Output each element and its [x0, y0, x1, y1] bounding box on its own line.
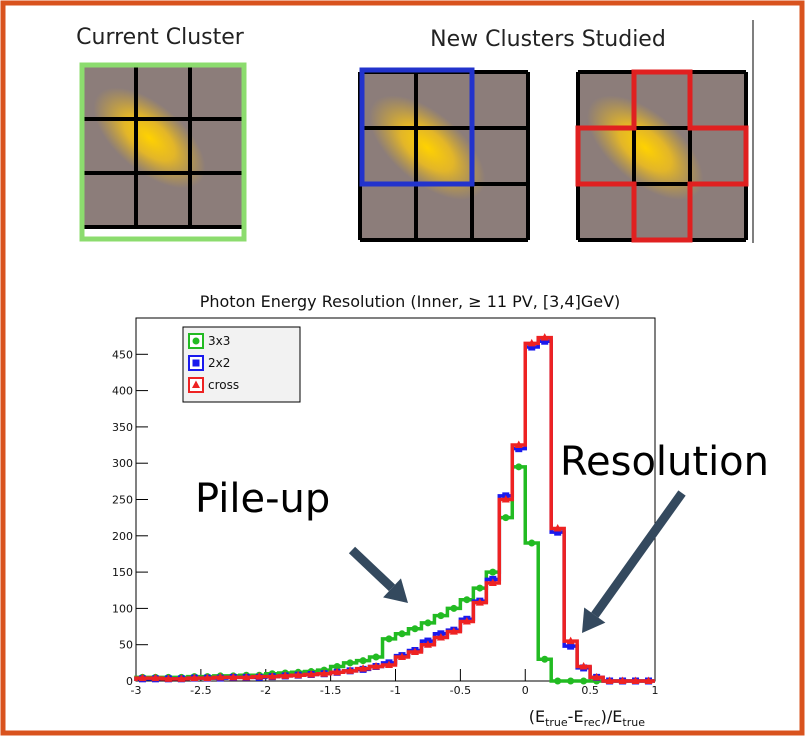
- marker: [463, 596, 470, 603]
- x-tick-label: -2.5: [190, 684, 211, 697]
- legend-label: 3x3: [208, 334, 230, 348]
- x-axis-label-part: true: [545, 716, 568, 729]
- marker: [541, 656, 548, 663]
- x-axis-label-part: rec: [584, 716, 601, 729]
- x-tick-label: -1: [390, 684, 401, 697]
- marker: [411, 625, 418, 632]
- y-tick-label: 50: [119, 639, 133, 652]
- marker: [373, 654, 380, 661]
- legend-marker: [193, 360, 200, 367]
- marker: [347, 659, 354, 666]
- marker: [502, 514, 509, 521]
- y-tick-label: 300: [112, 457, 133, 470]
- x-tick-label: -3: [131, 684, 142, 697]
- y-tick-label: 150: [112, 566, 133, 579]
- marker: [424, 619, 431, 626]
- annotation: Resolution: [560, 439, 769, 485]
- marker: [476, 585, 483, 592]
- y-tick-label: 400: [112, 385, 133, 398]
- histogram: Photon Energy Resolution (Inner, ≥ 11 PV…: [112, 292, 769, 729]
- marker: [554, 678, 561, 685]
- marker: [580, 678, 587, 685]
- annotation: Pile-up: [195, 476, 330, 522]
- marker: [437, 612, 444, 619]
- legend-label: 2x2: [208, 356, 230, 370]
- y-tick-label: 250: [112, 494, 133, 507]
- marker: [567, 678, 574, 685]
- label-new: New Clusters Studied: [430, 27, 666, 52]
- x-axis-label-part: true: [622, 716, 645, 729]
- y-tick-label: 450: [112, 348, 133, 361]
- x-axis-label-part: (E: [529, 707, 545, 726]
- x-tick-label: 1: [652, 684, 659, 697]
- x-tick-label: -2: [260, 684, 271, 697]
- legend-marker: [193, 338, 200, 345]
- marker: [360, 657, 367, 664]
- marker: [489, 569, 496, 576]
- slide: Current Cluster New Clusters Studied Pho…: [0, 0, 805, 736]
- x-tick-label: 0.5: [581, 684, 599, 697]
- marker: [515, 463, 522, 470]
- x-tick-label: -1.5: [320, 684, 341, 697]
- cluster-diagrams: [76, 65, 746, 240]
- marker: [450, 605, 457, 612]
- legend-label: cross: [208, 378, 239, 392]
- y-tick-label: 200: [112, 530, 133, 543]
- x-axis-label: (Etrue-Erec)/Etrue: [529, 707, 645, 729]
- marker: [398, 630, 405, 637]
- x-tick-label: 0: [522, 684, 529, 697]
- x-tick-label: -0.5: [450, 684, 471, 697]
- marker: [528, 540, 535, 547]
- marker: [386, 635, 393, 642]
- y-tick-label: 100: [112, 602, 133, 615]
- x-axis-label-part: -E: [568, 707, 584, 726]
- y-tick-label: 350: [112, 421, 133, 434]
- chart-title: Photon Energy Resolution (Inner, ≥ 11 PV…: [200, 292, 621, 311]
- x-axis-label-part: )/E: [601, 707, 623, 726]
- label-current: Current Cluster: [76, 25, 245, 50]
